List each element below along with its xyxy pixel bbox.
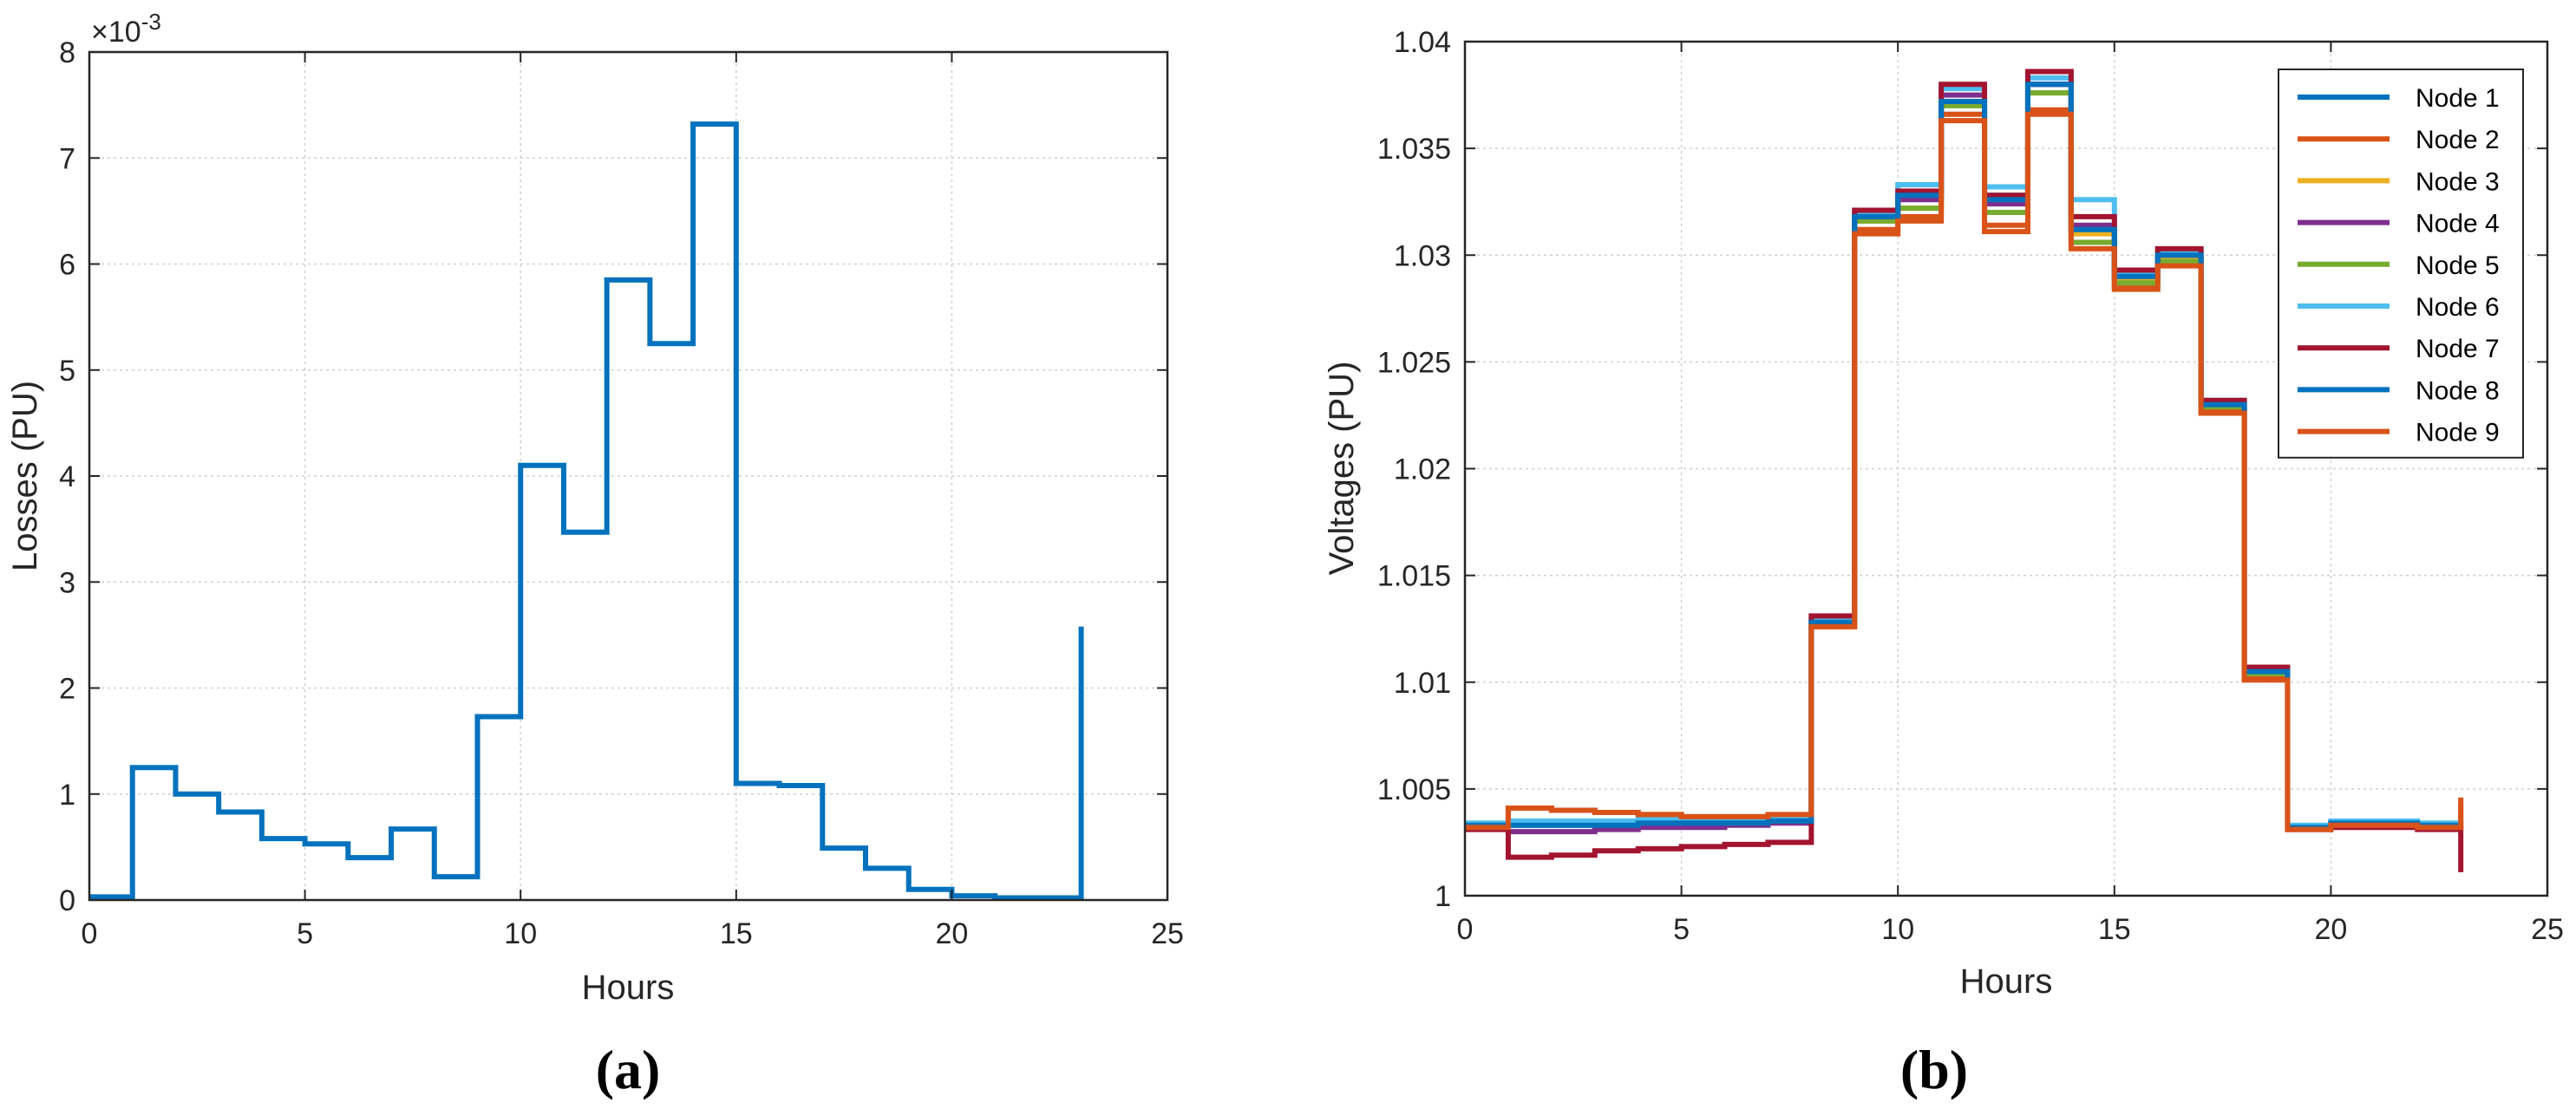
chart-b-legend-entry: Node 8 [2416,376,2500,405]
chart-a-ytick-label: 3 [59,566,75,599]
chart-b-ylabel: Voltages (PU) [1323,362,1361,576]
chart-b-xlabel: Hours [1960,962,2053,1001]
chart-a-xtick-label: 10 [504,917,537,950]
chart-b-series [1465,68,2464,872]
chart-b-ytick-label: 1 [1435,880,1451,913]
chart-b-legend-entry: Node 7 [2416,335,2500,363]
chart-a-plot-area [89,52,1167,900]
chart-b-series-line-9 [1465,111,2464,832]
chart-b-legend-entry: Node 9 [2416,419,2500,447]
chart-b-ytick-label: 1.01 [1394,667,1451,700]
chart-b-ytick-label: 1.04 [1394,26,1451,59]
chart-a-ytick-label: 4 [59,460,75,493]
chart-a-xtick-label: 5 [297,917,313,950]
chart-b-xtick-label: 5 [1673,913,1690,946]
chart-a-ytick-label: 0 [59,884,75,917]
chart-b-xtick-label: 0 [1457,913,1474,946]
chart-a-exponent: ×10-3 [91,9,161,49]
chart-a-ticks: 0 5 10 15 20 25 0 1 2 3 4 5 6 7 8 [59,36,1184,950]
chart-b-legend-entry: Node 5 [2416,251,2500,280]
chart-b-ytick-label: 1.03 [1394,239,1451,272]
chart-b-ytick-label: 1.02 [1394,453,1451,486]
chart-a-xtick-label: 20 [935,917,968,950]
chart-a-series [89,121,1084,901]
chart-b-legend: Node 1 Node 2 Node 3 Node 4 Node 5 Node 6 Node… [2278,68,2524,459]
chart-b-legend-entry: Node 3 [2416,167,2500,196]
chart-b-xtick-label: 20 [2314,913,2347,946]
chart-b-ytick-label: 1.025 [1377,346,1451,379]
chart-b-legend-box [2278,68,2524,459]
chart-a-xtick-label: 0 [82,917,98,950]
chart-b-legend-entry: Node 4 [2416,210,2500,238]
chart-a: 0 5 10 15 20 25 0 1 2 3 4 5 6 7 8 ×10-3 Hours Losses (… [6,9,1184,1100]
chart-b-grid [1465,42,2547,896]
chart-a-ytick-label: 8 [59,36,75,69]
chart-a-xtick-label: 25 [1151,917,1184,950]
chart-b-ticks: 0 5 10 15 20 25 1 1.005 1.01 1.015 1.02 1.025 1.03 1.… [1377,26,2564,946]
chart-b-ytick-label: 1.005 [1377,773,1451,806]
chart-b: 0 5 10 15 20 25 1 1.005 1.01 1.015 1.02 1.025 1.03 1.… [1323,26,2564,1100]
chart-b-ytick-label: 1.035 [1377,133,1451,166]
chart-a-xlabel: Hours [582,969,675,1007]
chart-a-ytick-label: 6 [59,249,75,282]
chart-a-exponent-base: ×10 [91,16,141,49]
chart-b-legend-entry: Node 2 [2416,126,2500,154]
chart-b-ytick-label: 1.015 [1377,560,1451,593]
chart-b-legend-entry: Node 6 [2416,293,2500,322]
chart-a-panel-label: (a) [596,1039,661,1100]
chart-a-ytick-label: 7 [59,142,75,175]
chart-a-xtick-label: 15 [720,917,753,950]
chart-b-xtick-label: 25 [2531,913,2564,946]
chart-b-xtick-label: 15 [2098,913,2131,946]
chart-b-panel-label: (b) [1900,1039,1968,1100]
chart-a-exponent-power: -3 [141,9,161,35]
chart-a-series-line-1 [89,121,1084,901]
chart-a-ylabel: Losses (PU) [6,381,44,571]
chart-a-ytick-label: 2 [59,673,75,706]
chart-a-ytick-label: 5 [59,355,75,388]
chart-a-ytick-label: 1 [59,779,75,812]
chart-b-xtick-label: 10 [1881,913,1914,946]
chart-b-legend-entry: Node 1 [2416,84,2500,113]
